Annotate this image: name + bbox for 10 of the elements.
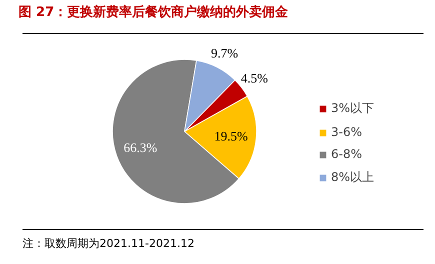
legend-label: 6-8% — [331, 147, 362, 161]
legend-label: 3-6% — [331, 125, 362, 139]
data-label: 66.3% — [124, 140, 158, 155]
legend-label: 3%以下 — [331, 100, 374, 117]
data-label: 9.7% — [210, 46, 238, 61]
data-label: 4.5% — [240, 70, 268, 86]
chart-title: 图 27：更换新费率后餐饮商户缴纳的外卖佣金 — [18, 4, 290, 20]
text: 注：取数周期为2021.11-2021.12 — [22, 237, 194, 250]
data-label: 19.5% — [214, 128, 248, 144]
legend-label: 8%以上 — [331, 169, 374, 186]
